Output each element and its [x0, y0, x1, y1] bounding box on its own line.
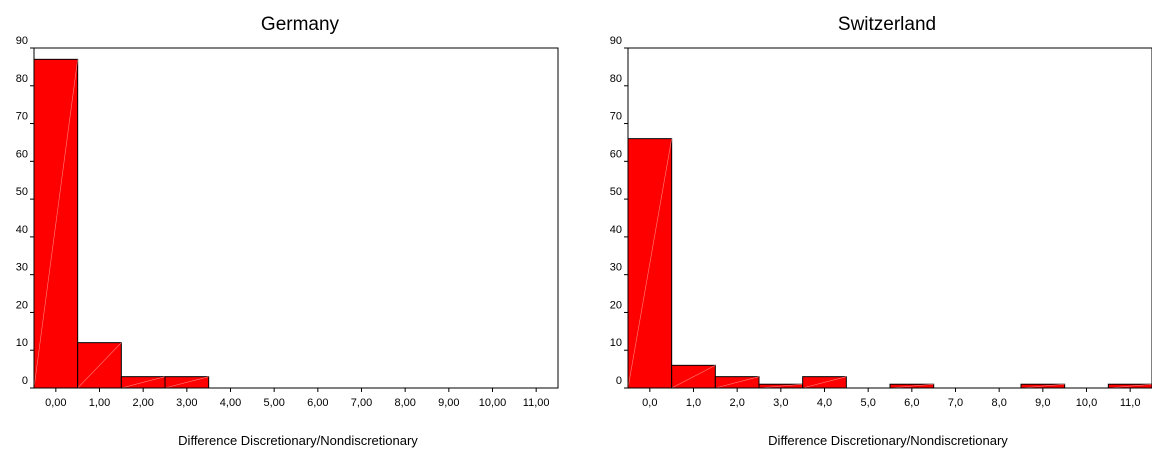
x-tick-label: 2,00	[132, 397, 153, 409]
x-tick-label: 11,00	[523, 397, 550, 409]
y-tick-label: 60	[610, 148, 622, 160]
x-tick-label: 9,00	[438, 397, 459, 409]
y-tick-label: 70	[16, 111, 28, 123]
bar-shading-line	[758, 383, 803, 389]
plot-frame	[627, 47, 1152, 389]
bar-shading-line	[671, 365, 716, 389]
bar-shading-line	[627, 138, 672, 389]
y-tick-label: 30	[16, 262, 28, 274]
bar-shading-line	[802, 376, 847, 389]
chart-title: Switzerland	[838, 14, 936, 35]
y-tick-label: 70	[610, 111, 622, 123]
bar-shading-line	[1108, 383, 1152, 389]
y-tick-label: 50	[610, 186, 622, 198]
x-tick-label: 4,0	[817, 397, 832, 409]
x-tick-label: 8,00	[394, 397, 415, 409]
y-tick-label: 50	[16, 186, 28, 198]
y-tick-label: 20	[16, 299, 28, 311]
x-axis-label: Difference Discretionary/Nondiscretionar…	[178, 433, 418, 448]
y-tick-label: 30	[610, 262, 622, 274]
x-tick-label: 1,0	[686, 397, 701, 409]
y-axis-ticks: 0 10 20 30 40 50 60 70 80 90	[610, 35, 628, 389]
y-tick-label: 10	[16, 337, 28, 349]
x-tick-label: 7,00	[351, 397, 372, 409]
bar-shading-line	[33, 59, 78, 389]
bar-shading-line	[77, 342, 122, 389]
x-tick-label: 6,0	[904, 397, 919, 409]
x-tick-label: 3,00	[176, 397, 197, 409]
y-tick-label: 90	[16, 35, 28, 47]
histogram-germany: Germany 0 10 20 30 40 50 60 70 80 90 0,00 1,00 2,00…	[16, 14, 559, 448]
chart-title: Germany	[261, 14, 340, 35]
x-tick-label: 1,00	[89, 397, 110, 409]
bars	[33, 58, 210, 389]
x-tick-label: 8,0	[992, 397, 1007, 409]
plot-frame	[33, 47, 559, 389]
bars	[627, 138, 1152, 389]
x-axis-ticks: 0,00 1,00 2,00 3,00 4,00 5,00 6,00 7,00 8,00 9,00…	[45, 388, 550, 409]
x-tick-label: 10,0	[1076, 397, 1097, 409]
bar-shading-line	[121, 376, 166, 389]
x-axis-label: Difference Discretionary/Nondiscretionar…	[768, 433, 1008, 448]
y-tick-label: 80	[16, 73, 28, 85]
x-tick-label: 5,00	[263, 397, 284, 409]
x-tick-label: 6,00	[307, 397, 328, 409]
y-tick-label: 90	[610, 35, 622, 47]
x-tick-label: 2,0	[730, 397, 745, 409]
x-axis-ticks: 0,0 1,0 2,0 3,0 4,0 5,0 6,0 7,0 8,0 9,0 10,0 11,0	[642, 388, 1140, 409]
x-tick-label: 3,0	[773, 397, 788, 409]
histogram-germany-svg: Germany 0 10 20 30 40 50 60 70 80 90 0,00 1,00 2,00…	[16, 14, 559, 448]
y-tick-label: 80	[610, 73, 622, 85]
x-tick-label: 10,00	[479, 397, 507, 409]
bar-shading-line	[715, 376, 760, 389]
y-tick-label: 40	[16, 224, 28, 236]
y-tick-label: 60	[16, 148, 28, 160]
y-tick-label: 0	[22, 375, 28, 387]
y-tick-label: 10	[610, 337, 622, 349]
bar-shading-line	[889, 383, 934, 389]
bar-shading-line	[164, 376, 209, 389]
y-tick-label: 20	[610, 299, 622, 311]
bar-shading-line	[1020, 383, 1065, 389]
y-tick-label: 40	[610, 224, 622, 236]
histogram-switzerland: Switzerland 0 10 20 30 40 50 60 70 80 90 0,0 1,0 2,…	[576, 0, 1152, 454]
y-axis-ticks: 0 10 20 30 40 50 60 70 80 90	[16, 35, 34, 389]
x-tick-label: 4,00	[220, 397, 241, 409]
x-tick-label: 7,0	[948, 397, 963, 409]
x-tick-label: 9,0	[1035, 397, 1050, 409]
x-tick-label: 0,0	[642, 397, 657, 409]
y-tick-label: 0	[616, 375, 622, 387]
histogram-switzerland-svg: Switzerland 0 10 20 30 40 50 60 70 80 90 0,0 1,0 2,…	[610, 14, 1152, 448]
x-tick-label: 11,0	[1120, 397, 1141, 409]
x-tick-label: 0,00	[45, 397, 66, 409]
x-tick-label: 5,0	[861, 397, 876, 409]
